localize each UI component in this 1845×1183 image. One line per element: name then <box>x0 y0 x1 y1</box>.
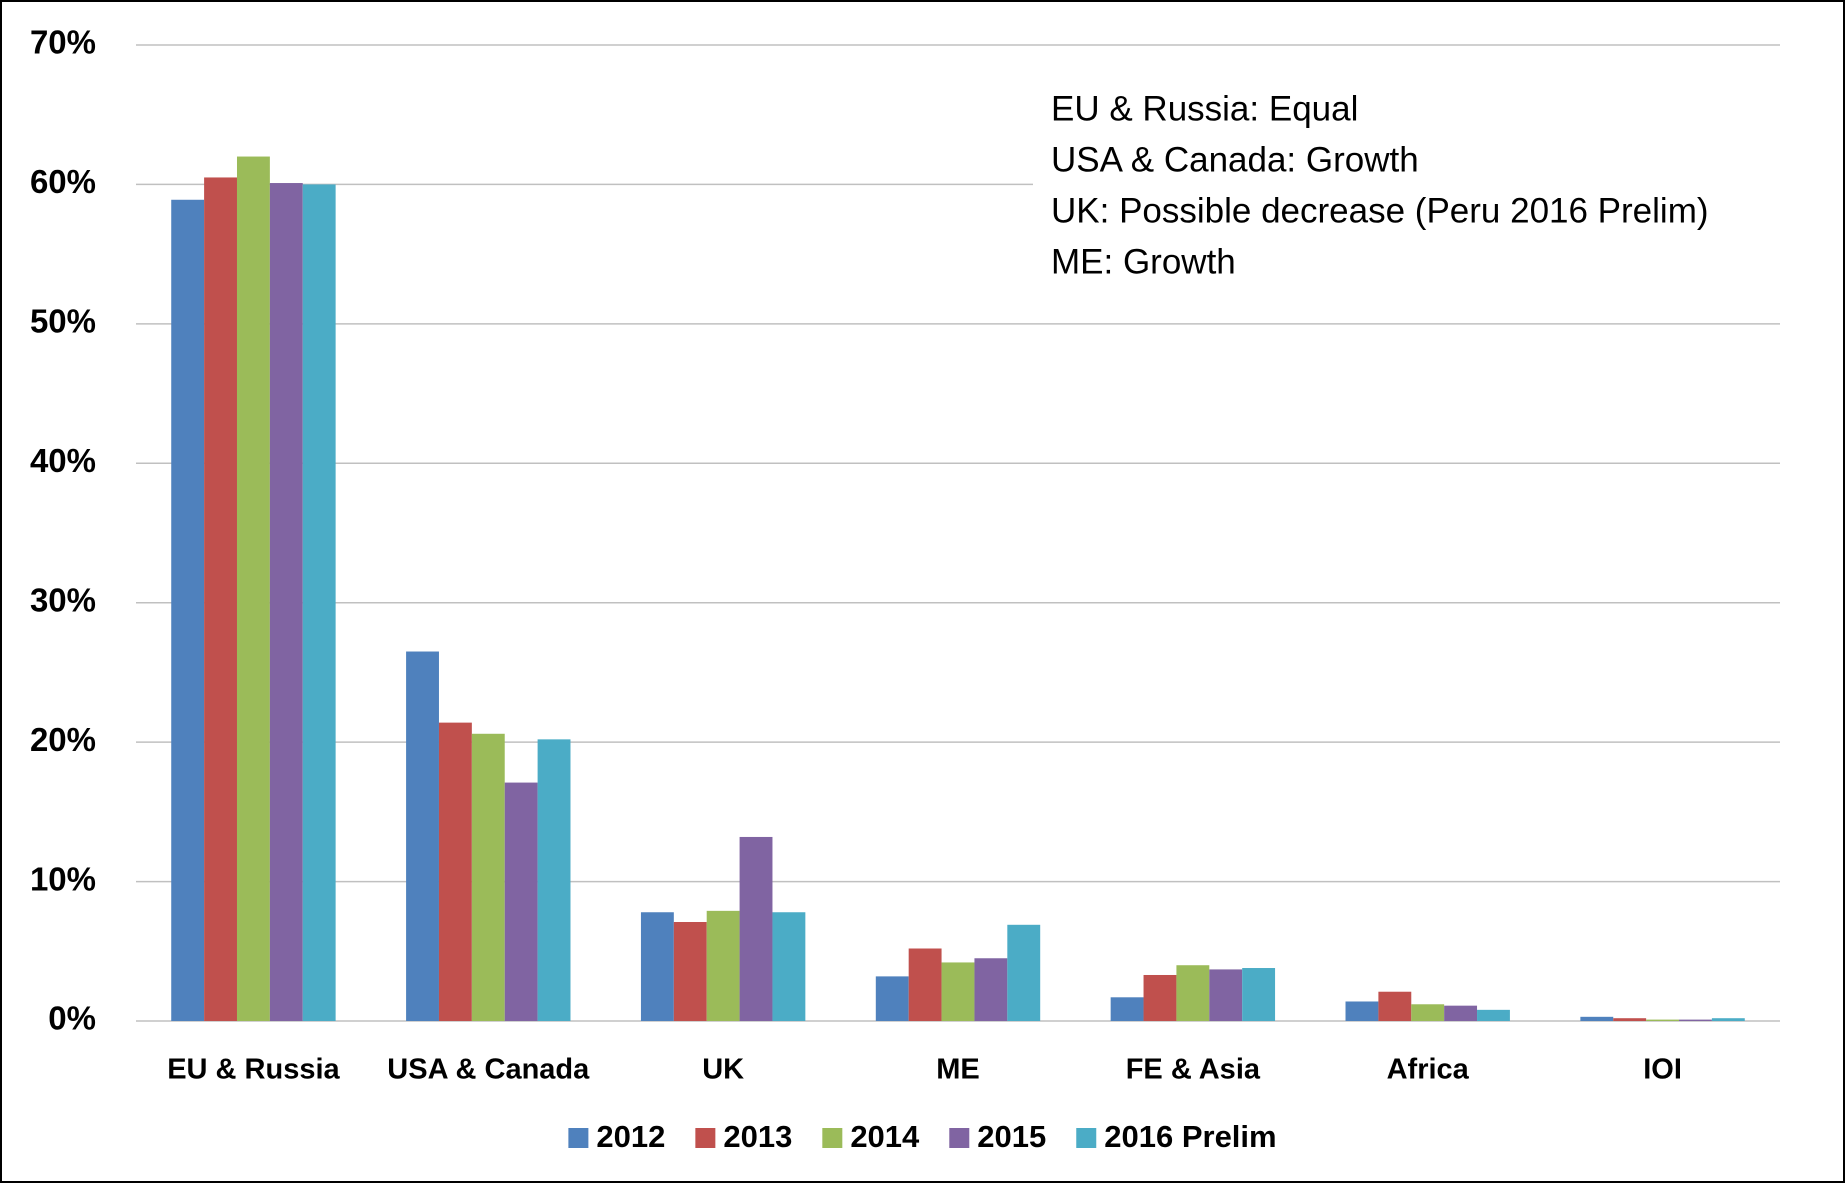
legend-swatch <box>1076 1128 1097 1148</box>
bar <box>875 976 909 1021</box>
bar <box>302 184 336 1021</box>
bar <box>1444 1005 1478 1021</box>
annotation: USA & Canada: Growth <box>1051 140 1419 179</box>
bar <box>640 912 674 1021</box>
bar <box>1242 968 1276 1021</box>
x-tick-label: FE & Asia <box>1126 1054 1261 1086</box>
bar <box>908 948 942 1021</box>
bar <box>504 782 538 1021</box>
legend-swatch <box>949 1128 970 1148</box>
legend-swatch <box>568 1128 589 1148</box>
bar <box>1345 1001 1379 1021</box>
bar <box>1646 1019 1680 1021</box>
y-tick-label: 20% <box>30 721 96 758</box>
bar <box>673 922 707 1021</box>
y-tick-label: 10% <box>30 860 96 897</box>
bar <box>1007 924 1041 1021</box>
legend-swatch <box>695 1128 716 1148</box>
bar <box>236 156 270 1022</box>
x-tick-label: IOI <box>1643 1054 1682 1086</box>
annotation: ME: Growth <box>1051 242 1236 281</box>
legend-swatch <box>822 1128 843 1148</box>
bar <box>1110 997 1144 1021</box>
bar <box>204 177 237 1021</box>
annotation-box <box>1033 72 1803 290</box>
bar <box>438 722 472 1021</box>
legend-label: 2016 Prelim <box>1104 1119 1276 1154</box>
bar <box>941 962 975 1021</box>
x-tick-label: USA & Canada <box>387 1054 590 1086</box>
bar <box>537 739 571 1021</box>
y-tick-label: 70% <box>30 24 96 61</box>
bar <box>1176 965 1210 1021</box>
bar <box>1613 1018 1647 1021</box>
annotation: EU & Russia: Equal <box>1051 89 1358 128</box>
y-tick-label: 30% <box>30 581 96 618</box>
bar <box>1679 1019 1712 1021</box>
bar <box>772 912 806 1021</box>
bar <box>1711 1018 1745 1021</box>
y-tick-label: 60% <box>30 163 96 200</box>
bar <box>1209 969 1243 1021</box>
bar <box>1143 974 1177 1021</box>
bar <box>406 651 439 1021</box>
bar <box>171 199 205 1021</box>
legend-label: 2012 <box>596 1119 665 1154</box>
bar <box>974 958 1008 1021</box>
bar <box>471 733 505 1021</box>
legend-label: 2014 <box>850 1119 920 1154</box>
y-tick-label: 0% <box>48 1000 96 1037</box>
bar <box>1378 991 1412 1021</box>
legend-label: 2015 <box>977 1119 1046 1154</box>
x-tick-label: ME <box>936 1054 980 1086</box>
bar <box>1580 1016 1614 1021</box>
bar <box>269 183 303 1021</box>
annotation: UK: Possible decrease (Peru 2016 Prelim) <box>1051 191 1709 230</box>
legend-label: 2013 <box>723 1119 792 1154</box>
x-tick-label: UK <box>702 1054 744 1086</box>
bar <box>739 836 773 1021</box>
bar <box>1411 1004 1445 1021</box>
bar <box>706 910 740 1021</box>
y-tick-label: 50% <box>30 303 96 340</box>
y-tick-label: 40% <box>30 442 96 479</box>
bar <box>1477 1009 1510 1021</box>
x-tick-label: EU & Russia <box>167 1054 340 1086</box>
x-tick-label: Africa <box>1387 1054 1470 1086</box>
